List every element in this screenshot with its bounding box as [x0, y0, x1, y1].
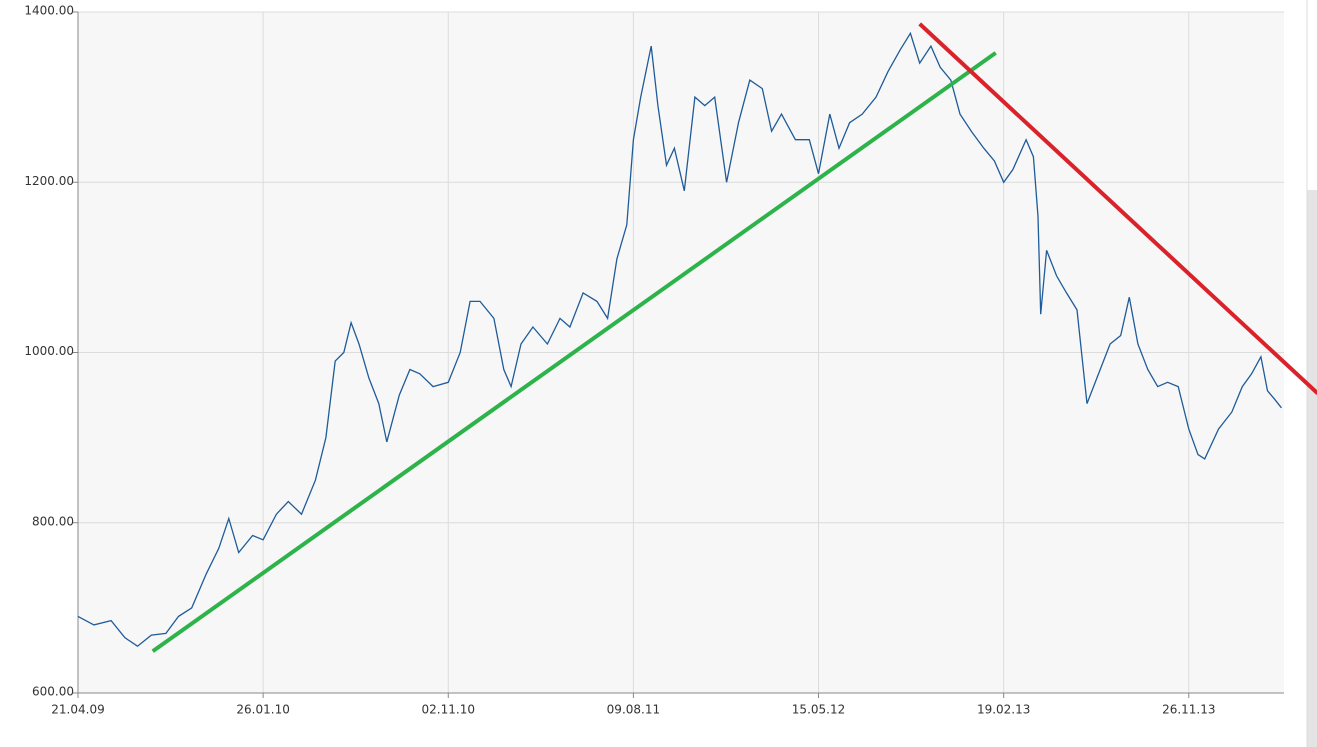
trend-line — [918, 22, 1317, 395]
y-tick-label: 800.00 — [32, 514, 74, 528]
x-tick-label: 15.05.12 — [792, 703, 845, 717]
x-tick-label: 09.08.11 — [607, 703, 660, 717]
y-tick-label: 1000.00 — [24, 344, 74, 358]
price-line — [77, 31, 1282, 648]
scrollbar — [1307, 190, 1317, 747]
x-tick-label: 19.02.13 — [977, 703, 1030, 717]
x-tick-label: 26.11.13 — [1162, 703, 1215, 717]
x-tick-label: 21.04.09 — [51, 703, 104, 717]
y-tick-label: 1400.00 — [24, 4, 74, 18]
x-tick-label: 02.11.10 — [422, 703, 475, 717]
y-tick-label: 600.00 — [32, 685, 74, 699]
x-tick-label: 26.01.10 — [236, 703, 289, 717]
y-tick-label: 1200.00 — [24, 174, 74, 188]
trend-line — [151, 51, 997, 653]
